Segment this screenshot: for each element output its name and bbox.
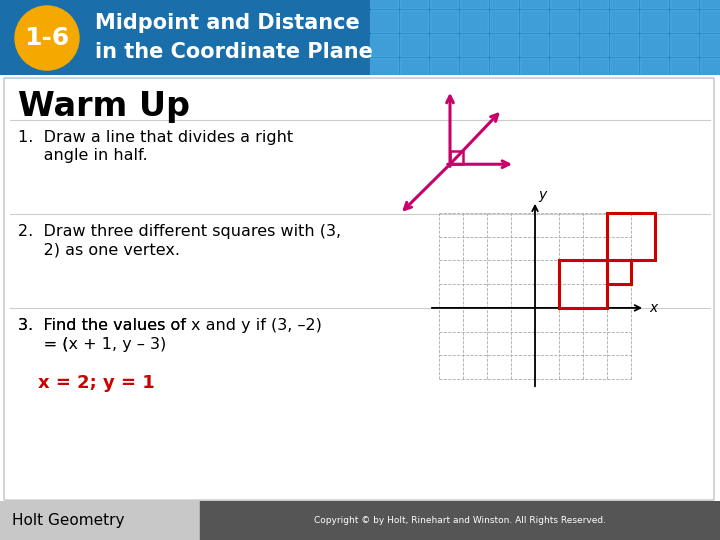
Bar: [370, 0, 398, 8]
Bar: [400, 58, 428, 80]
Bar: [580, 0, 608, 8]
Bar: [607, 260, 631, 284]
Bar: [610, 34, 638, 56]
Text: y: y: [538, 188, 546, 202]
Bar: [700, 10, 720, 32]
Bar: [430, 0, 458, 8]
Bar: [460, 34, 488, 56]
Bar: [460, 10, 488, 32]
Bar: [607, 213, 655, 260]
Text: = (: = (: [18, 336, 68, 352]
Bar: [670, 0, 698, 8]
Bar: [520, 58, 548, 80]
Bar: [400, 0, 428, 8]
Bar: [430, 58, 458, 80]
Text: Midpoint and Distance: Midpoint and Distance: [95, 13, 360, 33]
Bar: [640, 10, 668, 32]
Bar: [640, 58, 668, 80]
Bar: [460, 58, 488, 80]
Text: x = 2; y = 1: x = 2; y = 1: [38, 374, 155, 392]
Text: 3.  Find the values of: 3. Find the values of: [18, 318, 191, 333]
Bar: [490, 58, 518, 80]
Bar: [550, 34, 578, 56]
Bar: [430, 34, 458, 56]
Text: 2.  Draw three different squares with (3,: 2. Draw three different squares with (3,: [18, 224, 341, 239]
Text: 1.  Draw a line that divides a right: 1. Draw a line that divides a right: [18, 130, 293, 145]
Bar: [400, 10, 428, 32]
Text: angle in half.: angle in half.: [18, 148, 148, 164]
Bar: [520, 34, 548, 56]
Bar: [610, 10, 638, 32]
Bar: [640, 0, 668, 8]
Bar: [520, 0, 548, 8]
Bar: [400, 34, 428, 56]
Bar: [490, 10, 518, 32]
Text: Warm Up: Warm Up: [18, 90, 190, 123]
Bar: [580, 58, 608, 80]
Bar: [490, 34, 518, 56]
Bar: [610, 58, 638, 80]
Bar: [0, 501, 200, 540]
Bar: [670, 58, 698, 80]
Text: Holt Geometry: Holt Geometry: [12, 513, 125, 528]
Bar: [700, 58, 720, 80]
Bar: [550, 0, 578, 8]
Bar: [430, 10, 458, 32]
Text: x: x: [649, 301, 657, 315]
Bar: [610, 0, 638, 8]
Bar: [370, 34, 398, 56]
Bar: [580, 34, 608, 56]
Bar: [460, 0, 488, 8]
Bar: [0, 0, 370, 75]
Bar: [670, 10, 698, 32]
Bar: [520, 10, 548, 32]
Bar: [580, 10, 608, 32]
Bar: [370, 10, 398, 32]
Bar: [700, 34, 720, 56]
Text: in the Coordinate Plane: in the Coordinate Plane: [95, 42, 373, 62]
Text: = (x + 1, y – 3): = (x + 1, y – 3): [18, 336, 166, 352]
Text: Copyright © by Holt, Rinehart and Winston. All Rights Reserved.: Copyright © by Holt, Rinehart and Winsto…: [314, 516, 606, 525]
Bar: [640, 34, 668, 56]
Bar: [559, 260, 607, 308]
Bar: [370, 58, 398, 80]
Bar: [450, 151, 463, 164]
Bar: [490, 0, 518, 8]
Bar: [200, 501, 720, 540]
FancyBboxPatch shape: [4, 78, 714, 500]
Text: 3.  Find the values of x and y if (3, –2): 3. Find the values of x and y if (3, –2): [18, 318, 322, 333]
Text: 1-6: 1-6: [24, 26, 70, 50]
Circle shape: [15, 6, 79, 70]
Text: 2) as one vertex.: 2) as one vertex.: [18, 242, 180, 258]
Bar: [700, 0, 720, 8]
Bar: [550, 58, 578, 80]
Bar: [550, 10, 578, 32]
Bar: [670, 34, 698, 56]
